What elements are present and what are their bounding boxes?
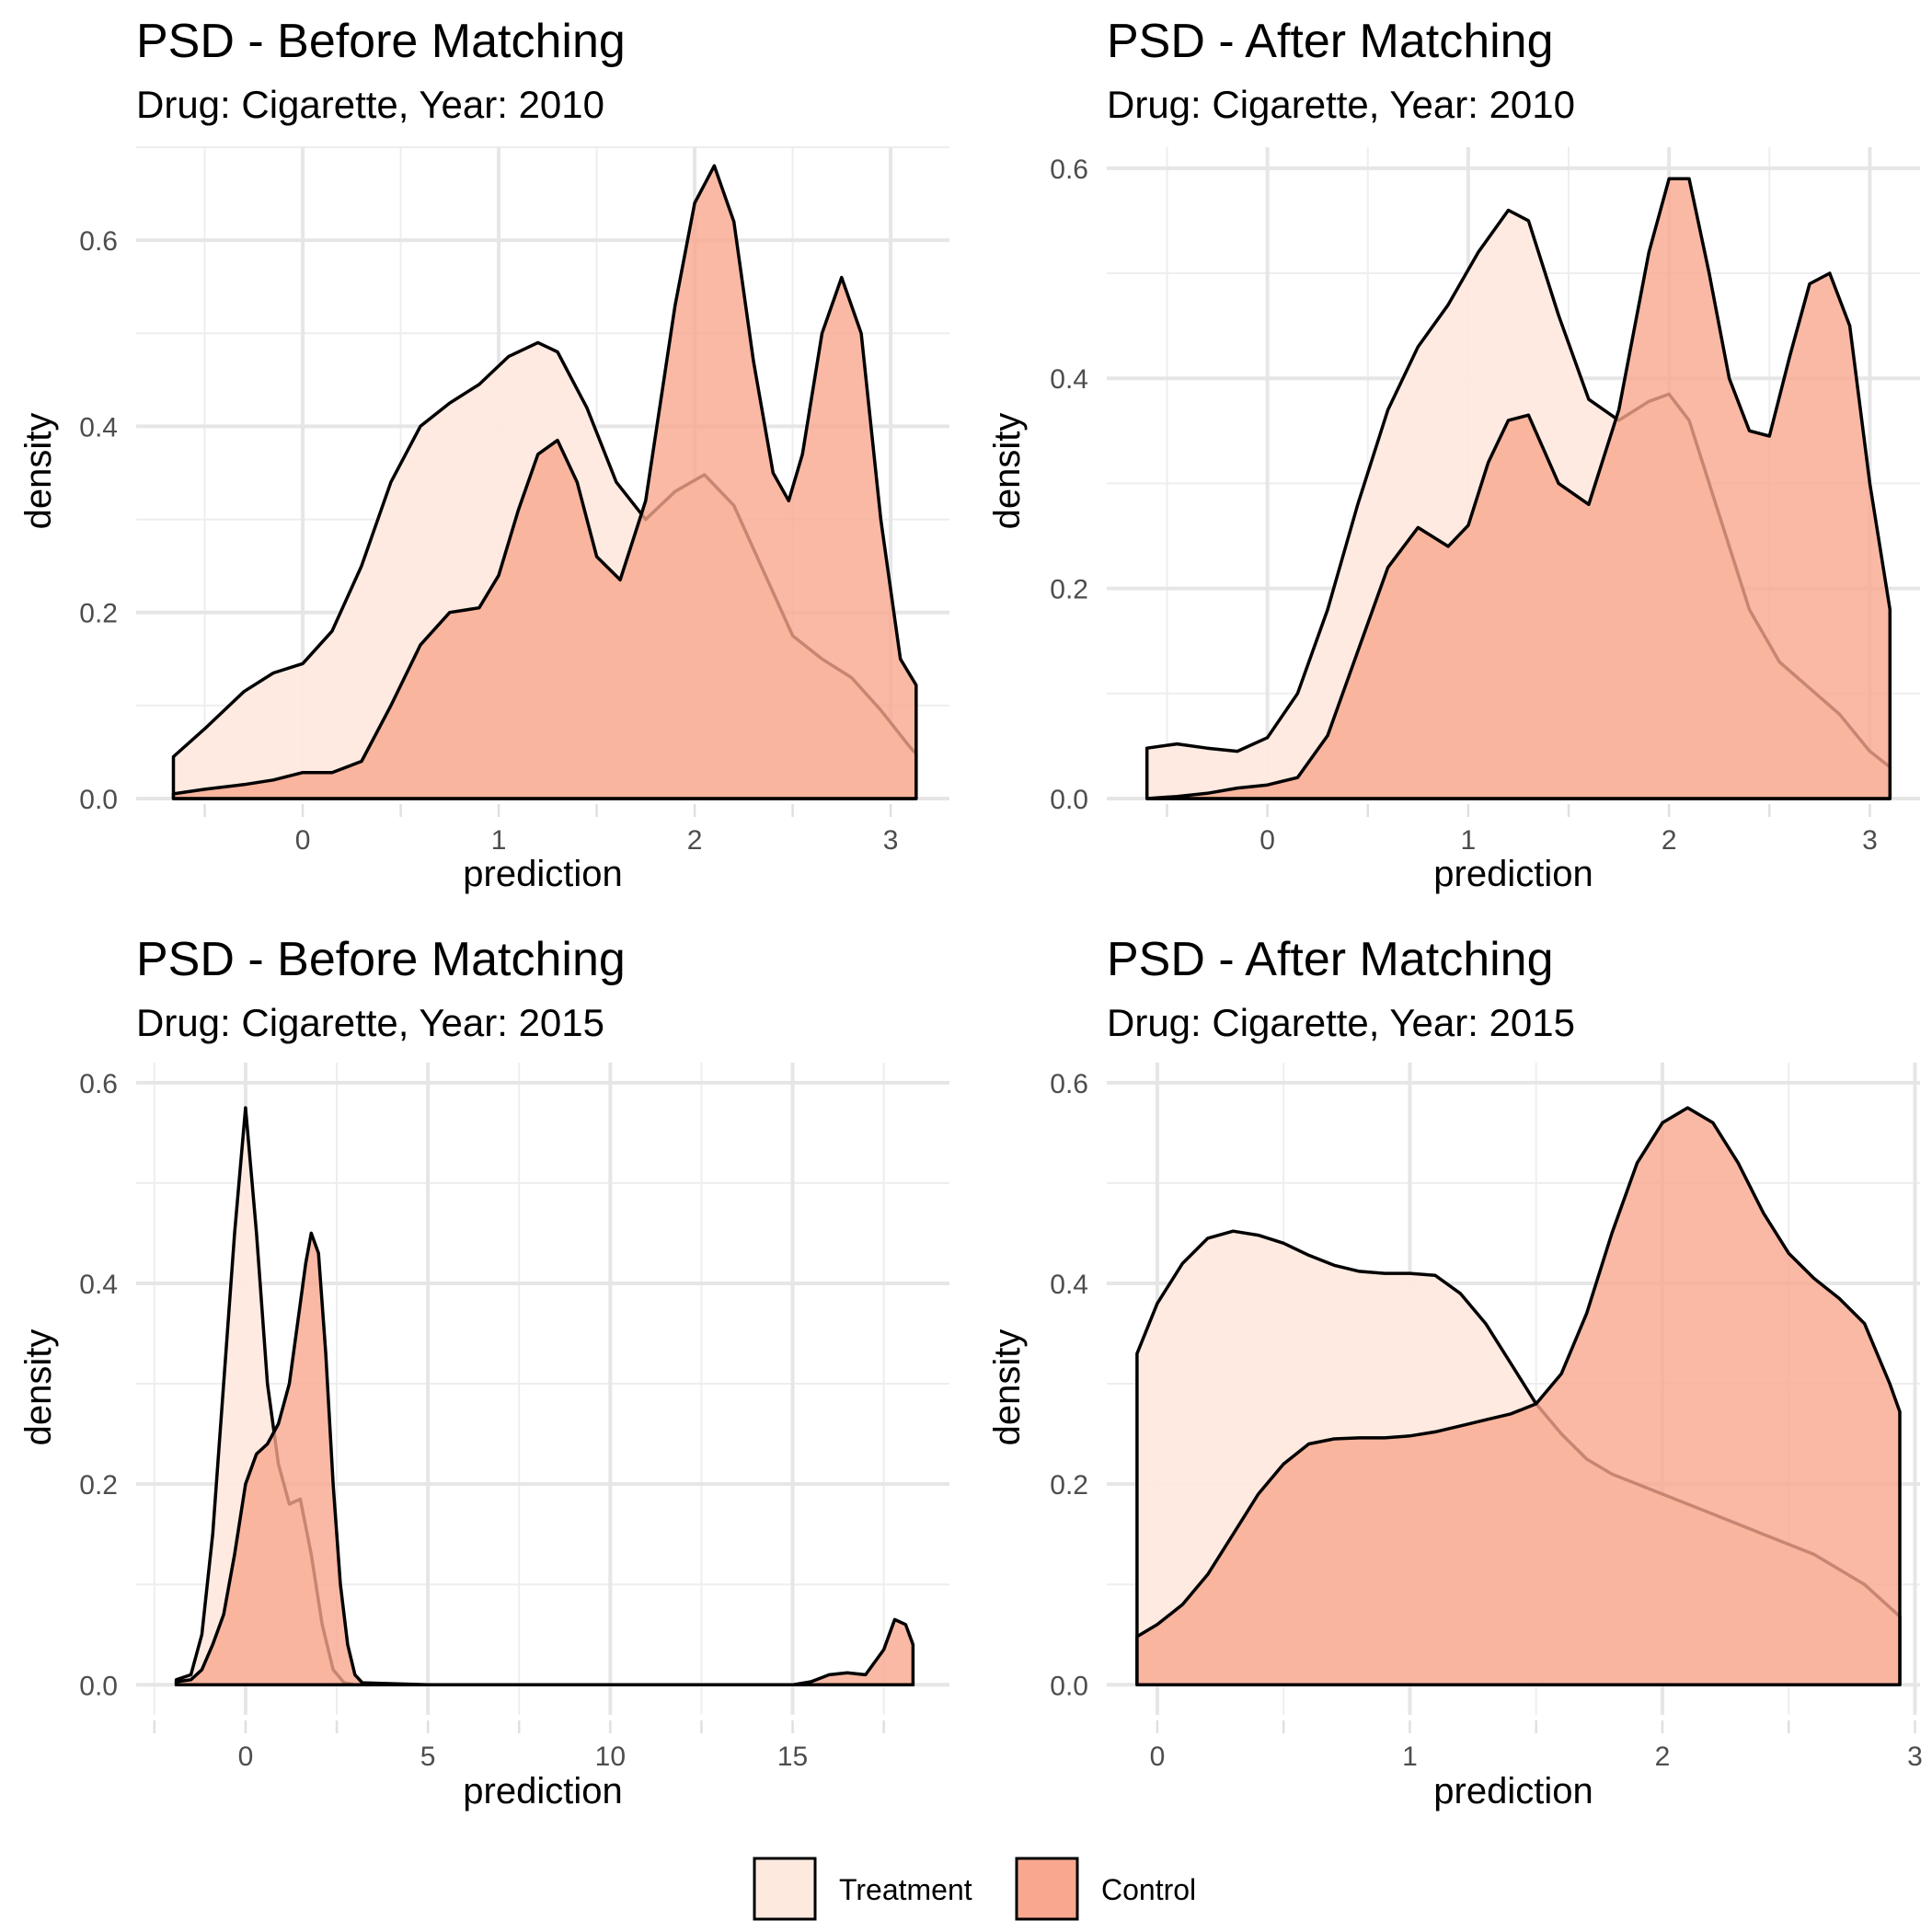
x-axis-title: prediction bbox=[463, 1771, 622, 1811]
panel-title: PSD - After Matching bbox=[1107, 933, 1554, 986]
y-axis-title: density bbox=[987, 413, 1028, 530]
tick-labels: 0 1 2 3 0.0 0.2 0.4 0.6 bbox=[1050, 1069, 1923, 1772]
x-tick-label: 0 bbox=[295, 825, 311, 856]
panel-after-2015: PSD - After Matching Drug: Cigarette, Ye… bbox=[987, 933, 1923, 1811]
panel-before-2010: PSD - Before Matching Drug: Cigarette, Y… bbox=[18, 15, 949, 894]
x-tick-label: 10 bbox=[595, 1742, 626, 1772]
y-tick-label: 0.2 bbox=[1050, 1470, 1088, 1501]
y-axis-title: density bbox=[987, 1329, 1028, 1446]
panel-subtitle: Drug: Cigarette, Year: 2015 bbox=[136, 1001, 604, 1044]
panel-title: PSD - Before Matching bbox=[136, 15, 626, 68]
y-tick-label: 0.6 bbox=[79, 1069, 118, 1099]
x-tick-label: 0 bbox=[1150, 1742, 1166, 1772]
panel-subtitle: Drug: Cigarette, Year: 2010 bbox=[1107, 83, 1575, 126]
y-axis-title: density bbox=[18, 1329, 59, 1446]
legend: Treatment Control bbox=[753, 1857, 1196, 1921]
legend-label-treatment: Treatment bbox=[839, 1873, 972, 1906]
y-tick-label: 0.6 bbox=[1050, 1069, 1088, 1099]
y-tick-label: 0.2 bbox=[79, 1470, 118, 1501]
density-areas bbox=[171, 164, 918, 800]
x-axis-title: prediction bbox=[1433, 854, 1593, 894]
y-tick-label: 0.0 bbox=[1050, 785, 1088, 815]
y-tick-label: 0.6 bbox=[1050, 155, 1088, 185]
y-tick-label: 0.4 bbox=[79, 1270, 118, 1300]
x-tick-label: 3 bbox=[883, 825, 899, 856]
density-control bbox=[174, 1231, 915, 1687]
y-tick-label: 0.2 bbox=[79, 599, 118, 629]
y-tick-label: 0.4 bbox=[79, 412, 118, 443]
legend-label-control: Control bbox=[1101, 1873, 1196, 1906]
y-tick-label: 0.0 bbox=[79, 785, 118, 815]
panel-title: PSD - Before Matching bbox=[136, 933, 626, 986]
y-tick-label: 0.4 bbox=[1050, 364, 1088, 395]
x-tick-label: 5 bbox=[420, 1742, 436, 1772]
y-tick-label: 0.2 bbox=[1050, 575, 1088, 605]
x-tick-label: 2 bbox=[1662, 825, 1677, 856]
density-areas bbox=[174, 1106, 915, 1687]
legend-item-control: Control bbox=[1015, 1857, 1196, 1921]
y-tick-label: 0.0 bbox=[1050, 1671, 1088, 1701]
x-tick-label: 1 bbox=[1402, 1742, 1418, 1772]
tick-labels: 0 1 2 3 0.0 0.2 0.4 0.6 bbox=[79, 226, 898, 856]
density-areas bbox=[1144, 177, 1892, 800]
legend-key-treatment bbox=[753, 1857, 817, 1921]
panel-after-2010: PSD - After Matching Drug: Cigarette, Ye… bbox=[987, 15, 1920, 894]
x-tick-label: 15 bbox=[777, 1742, 808, 1772]
x-tick-label: 0 bbox=[238, 1742, 254, 1772]
x-tick-label: 3 bbox=[1907, 1742, 1923, 1772]
x-tick-label: 0 bbox=[1259, 825, 1275, 856]
x-tick-label: 1 bbox=[1461, 825, 1477, 856]
x-tick-label: 1 bbox=[491, 825, 507, 856]
density-control bbox=[1135, 1106, 1902, 1687]
tick-labels: 0 1 2 3 0.0 0.2 0.4 0.6 bbox=[1050, 155, 1877, 856]
y-tick-label: 0.6 bbox=[79, 226, 118, 257]
legend-key-control bbox=[1015, 1857, 1079, 1921]
tick-labels: 0 5 10 15 0.0 0.2 0.4 0.6 bbox=[79, 1069, 808, 1772]
panel-subtitle: Drug: Cigarette, Year: 2015 bbox=[1107, 1001, 1575, 1044]
y-tick-label: 0.4 bbox=[1050, 1270, 1088, 1300]
x-axis-title: prediction bbox=[463, 854, 622, 894]
panel-before-2015: PSD - Before Matching Drug: Cigarette, Y… bbox=[18, 933, 949, 1811]
x-tick-label: 2 bbox=[687, 825, 703, 856]
density-control bbox=[171, 164, 918, 800]
density-areas bbox=[1135, 1106, 1902, 1687]
y-axis-title: density bbox=[18, 413, 59, 530]
x-tick-label: 2 bbox=[1655, 1742, 1671, 1772]
density-control bbox=[1144, 177, 1892, 800]
legend-item-treatment: Treatment bbox=[753, 1857, 972, 1921]
panel-subtitle: Drug: Cigarette, Year: 2010 bbox=[136, 83, 604, 126]
y-tick-label: 0.0 bbox=[79, 1671, 118, 1701]
x-axis-title: prediction bbox=[1433, 1771, 1593, 1811]
panel-title: PSD - After Matching bbox=[1107, 15, 1554, 68]
x-tick-label: 3 bbox=[1862, 825, 1878, 856]
